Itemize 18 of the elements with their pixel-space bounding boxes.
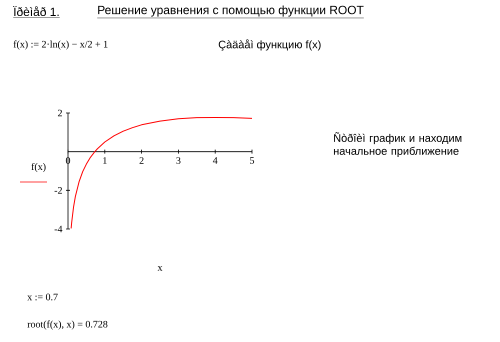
y-tick-label: -2 bbox=[54, 187, 62, 194]
text: x := 0.7 bbox=[27, 294, 58, 300]
x-tick-label: 4 bbox=[212, 157, 218, 164]
y-axis-title: f(x) bbox=[31, 162, 46, 172]
chart-title: Ïðèìåð 1. bbox=[13, 6, 59, 16]
y-tick-label: -4 bbox=[54, 226, 62, 232]
text: root(f(x), x) = 0.728 bbox=[27, 320, 108, 330]
x-tick-label: 5 bbox=[250, 157, 254, 164]
x-axis-title: x bbox=[158, 266, 162, 271]
text: f(x) := 2·ln(x) − x/2 + 1 bbox=[14, 40, 108, 50]
line-series bbox=[70, 116, 252, 229]
x-tick-label: 2 bbox=[140, 157, 144, 164]
text: Ñòðîèì график и находим начальное приближение bbox=[334, 132, 462, 158]
x-tick-label: 1 bbox=[103, 157, 107, 164]
y-tick-label: 2 bbox=[58, 110, 62, 116]
chart-subtitle: Решение уравнения с помощью функции ROOT bbox=[98, 5, 364, 17]
x-tick-label: 3 bbox=[176, 157, 181, 164]
text: Çàäàåì функцию f(x) bbox=[218, 39, 321, 51]
